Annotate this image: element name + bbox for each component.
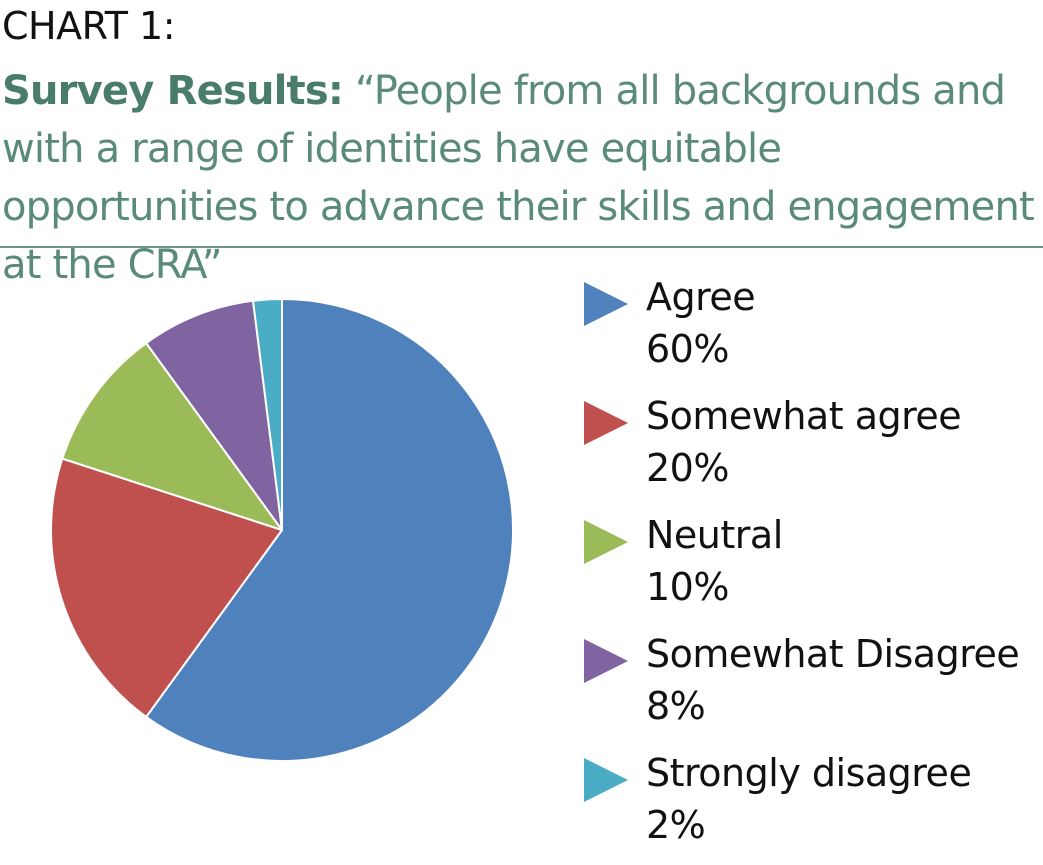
pie-chart (40, 288, 524, 772)
chart-title-quote: “People from all backgrounds and with a … (2, 68, 1035, 288)
triangle-marker-icon (584, 639, 628, 683)
legend-item-somewhat-disagree: Somewhat Disagree 8% (582, 627, 1042, 746)
pie-slice-somewhat-disagree (145, 299, 283, 531)
triangle-marker-icon (584, 282, 628, 326)
title-divider (0, 246, 1043, 248)
legend-value: 20% (646, 446, 729, 490)
legend-label: Neutral (646, 513, 783, 557)
legend-value: 10% (646, 565, 729, 609)
chart-title: Survey Results: “People from all backgro… (2, 62, 1042, 294)
legend-item-somewhat-agree: Somewhat agree 20% (582, 389, 1042, 508)
pie-slice-neutral (61, 342, 283, 531)
legend-label: Agree (646, 275, 756, 319)
legend-item-neutral: Neutral 10% (582, 508, 1042, 627)
triangle-marker-icon (584, 758, 628, 802)
legend-label: Somewhat agree (646, 394, 962, 438)
pie-slice-agree (145, 298, 514, 762)
pie-slice-somewhat-agree (50, 457, 283, 718)
pie-slice-strongly-disagree (252, 298, 283, 531)
chart-legend: Agree 60% Somewhat agree 20% Neutral 10%… (582, 270, 1042, 865)
legend-item-strongly-disagree: Strongly disagree 2% (582, 746, 1042, 865)
pie-chart-svg (50, 298, 514, 762)
legend-value: 8% (646, 684, 706, 728)
legend-label: Somewhat Disagree (646, 632, 1020, 676)
triangle-marker-icon (584, 520, 628, 564)
legend-value: 2% (646, 803, 706, 847)
legend-value: 60% (646, 327, 729, 371)
triangle-marker-icon (584, 401, 628, 445)
chart-title-lead: Survey Results: (2, 68, 344, 114)
chart-kicker: CHART 1: (2, 4, 176, 48)
legend-label: Strongly disagree (646, 751, 972, 795)
legend-item-agree: Agree 60% (582, 270, 1042, 389)
